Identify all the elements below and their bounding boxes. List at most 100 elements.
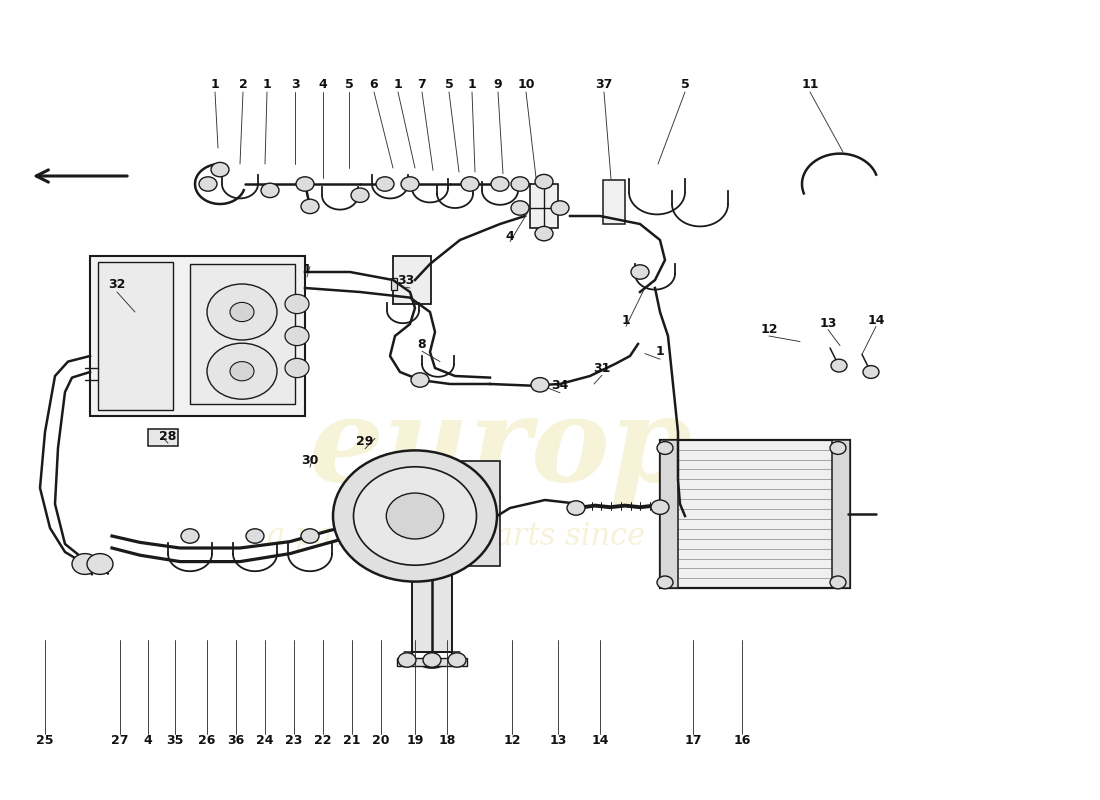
Circle shape [531,378,549,392]
Text: 29: 29 [356,435,374,448]
Text: 27: 27 [111,734,129,746]
Bar [530,184,558,228]
Circle shape [230,362,254,381]
Circle shape [535,174,553,189]
Text: 1: 1 [468,78,476,90]
Circle shape [398,653,416,667]
Circle shape [285,358,309,378]
Bar [190,264,295,404]
Circle shape [376,177,394,191]
Text: 21: 21 [343,734,361,746]
Text: 4: 4 [506,230,515,242]
Circle shape [199,177,217,191]
Circle shape [301,529,319,543]
Text: 14: 14 [592,734,608,746]
Text: 2: 2 [239,78,248,90]
Text: 18: 18 [438,734,455,746]
Circle shape [651,500,669,514]
Circle shape [402,177,419,191]
Text: 32: 32 [108,278,125,290]
Circle shape [631,265,649,279]
Text: 16: 16 [734,734,750,746]
Text: 4: 4 [144,734,153,746]
Circle shape [551,201,569,215]
Circle shape [246,529,264,543]
Circle shape [353,466,476,565]
Text: 11: 11 [801,78,818,90]
Text: 13: 13 [820,317,837,330]
Text: 1: 1 [394,78,403,90]
Text: 20: 20 [372,734,389,746]
Text: 19: 19 [406,734,424,746]
Bar [148,429,178,446]
Circle shape [411,373,429,387]
Bar [390,278,397,290]
Text: 9: 9 [494,78,503,90]
Circle shape [182,529,199,543]
Text: 5: 5 [344,78,353,90]
Bar [393,256,431,304]
Circle shape [261,183,279,198]
Circle shape [448,653,466,667]
Circle shape [657,576,673,589]
Text: 12: 12 [504,734,520,746]
Text: 12: 12 [760,323,778,336]
Text: 13: 13 [549,734,566,746]
Bar [434,461,500,566]
Circle shape [566,501,585,515]
Text: 24: 24 [256,734,274,746]
Text: 6: 6 [370,78,378,90]
Circle shape [535,226,553,241]
Circle shape [207,343,277,399]
Circle shape [830,576,846,589]
Circle shape [491,177,509,191]
Text: 37: 37 [595,78,613,90]
Circle shape [207,284,277,340]
Circle shape [830,442,846,454]
Text: 28: 28 [160,430,177,442]
Text: europ: europ [308,390,692,506]
Circle shape [285,326,309,346]
Bar [98,262,173,410]
Text: 5: 5 [444,78,453,90]
Text: 8: 8 [418,338,427,350]
Circle shape [830,359,847,372]
Circle shape [301,199,319,214]
Circle shape [657,442,673,454]
Text: 26: 26 [198,734,216,746]
Circle shape [461,177,478,191]
Circle shape [512,177,529,191]
Text: 14: 14 [867,314,884,326]
Bar [603,180,625,224]
Circle shape [87,554,113,574]
Text: 30: 30 [301,454,319,466]
Circle shape [296,177,314,191]
Text: 22: 22 [315,734,332,746]
Text: a passion for parts since 1985: a passion for parts since 1985 [267,521,733,551]
Text: 3: 3 [290,78,299,90]
Circle shape [333,450,497,582]
Circle shape [864,366,879,378]
Text: 1: 1 [263,78,272,90]
Text: 23: 23 [285,734,303,746]
Text: 4: 4 [319,78,328,90]
Circle shape [351,188,369,202]
Circle shape [230,302,254,322]
Circle shape [512,201,529,215]
Bar [90,256,305,416]
Bar [660,440,678,588]
Bar [832,440,850,588]
Text: 1: 1 [210,78,219,90]
Circle shape [285,294,309,314]
Text: 1: 1 [302,263,311,276]
Text: 17: 17 [684,734,702,746]
Circle shape [211,162,229,177]
Text: 34: 34 [551,379,569,392]
Text: 31: 31 [593,362,611,374]
Bar [412,560,452,652]
Text: 7: 7 [418,78,427,90]
Text: 25: 25 [36,734,54,746]
Text: 1: 1 [656,346,664,358]
Circle shape [386,493,443,539]
Circle shape [424,653,441,667]
